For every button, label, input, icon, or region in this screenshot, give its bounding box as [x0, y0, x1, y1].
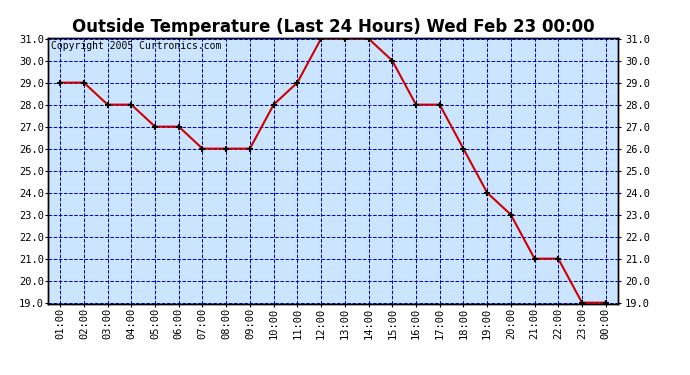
Title: Outside Temperature (Last 24 Hours) Wed Feb 23 00:00: Outside Temperature (Last 24 Hours) Wed … — [72, 18, 594, 36]
Text: Copyright 2005 Curtronics.com: Copyright 2005 Curtronics.com — [51, 42, 221, 51]
